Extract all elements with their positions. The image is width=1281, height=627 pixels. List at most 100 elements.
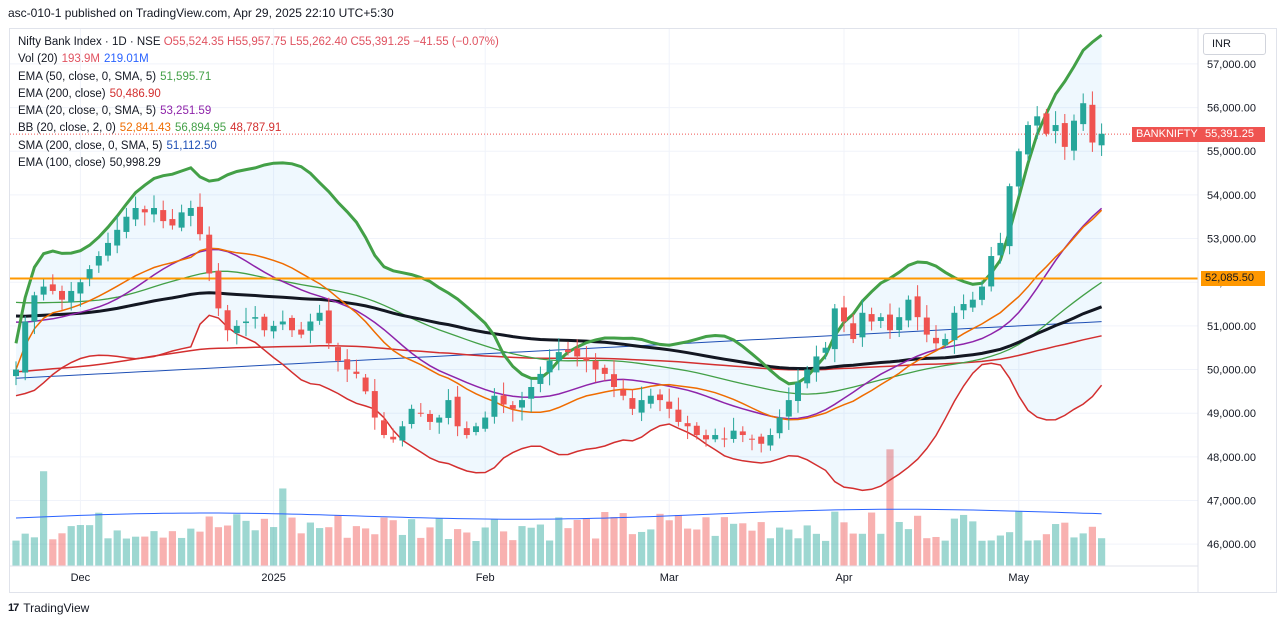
volume-bar: [831, 511, 839, 566]
indicator-label: BB (20, close, 2, 0): [18, 122, 116, 135]
candle-body: [528, 387, 535, 399]
candle-body: [436, 417, 443, 423]
candle-body: [739, 431, 746, 436]
volume-bar: [233, 514, 241, 566]
volume-bar: [840, 522, 848, 566]
currency-button[interactable]: INR: [1203, 33, 1266, 55]
candle-body: [758, 436, 765, 444]
candle-body: [914, 296, 921, 318]
volume-bar: [509, 540, 517, 566]
candle-body: [749, 438, 755, 440]
volume-bar: [362, 528, 370, 566]
candle-body: [555, 352, 562, 361]
volume-bar: [297, 533, 305, 566]
volume-bar: [730, 523, 738, 566]
candle-body: [390, 436, 397, 440]
volume-bar: [895, 521, 903, 566]
symbol-price-tag: BANKNIFTY: [1132, 126, 1202, 142]
candle-body: [353, 371, 360, 374]
candle-body: [1006, 186, 1013, 247]
price-tick-label: 49,000.00: [1207, 408, 1256, 420]
candle-body: [666, 401, 673, 409]
candle-body: [252, 317, 259, 319]
candle-body: [877, 317, 884, 321]
candle-body: [114, 229, 121, 246]
candle-body: [371, 391, 378, 418]
volume-bar: [21, 533, 29, 566]
candle-body: [399, 426, 406, 441]
publish-info: asc-010-1 published on TradingView.com, …: [8, 6, 394, 20]
candle-body: [463, 428, 470, 436]
candle-body: [123, 216, 130, 232]
volume-bar: [766, 538, 774, 566]
volume-bar: [527, 527, 535, 566]
tradingview-footer[interactable]: 17 TradingView: [8, 601, 89, 615]
volume-bar: [960, 514, 968, 566]
candle-body: [141, 209, 148, 213]
legend-indicator-row: SMA (200, close, 0, SMA, 5) 51,112.50: [18, 138, 499, 155]
volume-bar: [288, 517, 296, 566]
candle-body: [105, 242, 111, 256]
volume-bar: [242, 520, 250, 566]
volume-bar: [619, 513, 627, 566]
candle-body: [1071, 120, 1077, 151]
volume-bar: [757, 522, 765, 566]
volume-bar: [168, 531, 176, 566]
volume-bar: [426, 527, 434, 566]
indicator-label: SMA (200, close, 0, SMA, 5): [18, 139, 163, 152]
volume-bar: [67, 526, 75, 566]
time-axis: Dec 2025 Feb Mar Apr May: [10, 565, 1198, 584]
candle-body: [417, 412, 424, 414]
candle-body: [13, 369, 19, 377]
candle-body: [31, 295, 38, 322]
volume-bar: [904, 529, 912, 566]
volume-bar: [1061, 522, 1069, 566]
candle-body: [1080, 103, 1087, 125]
indicator-value: 48,787.91: [230, 122, 282, 135]
ohlc-high: H55,957.75: [227, 36, 287, 48]
volume-bar: [518, 526, 526, 566]
volume-layer: [12, 449, 1106, 566]
volume-bar: [159, 537, 167, 566]
volume-bar: [104, 538, 112, 566]
ohlc-low: L55,262.40: [289, 36, 348, 48]
legend-symbol-row: Nifty Bank Index · 1D · NSE O55,524.35 H…: [18, 34, 499, 51]
volume-bar: [776, 527, 784, 566]
volume-bar: [647, 529, 655, 566]
volume-bar: [996, 535, 1004, 566]
volume-bar: [564, 528, 572, 566]
volume-bar: [76, 525, 84, 566]
candle-body: [1025, 125, 1031, 155]
candle-body: [344, 359, 351, 370]
volume-bar: [260, 518, 268, 566]
indicator-label: EMA (50, close, 0, SMA, 5): [18, 70, 157, 83]
candle-body: [197, 206, 203, 235]
candle-body: [1098, 133, 1105, 146]
candle-body: [951, 312, 958, 341]
chart-frame[interactable]: [9, 28, 1277, 593]
candle-body: [933, 337, 939, 344]
volume-bar: [352, 526, 360, 566]
volume-bar: [1033, 540, 1041, 566]
legend-indicator-row: BB (20, close, 2, 0) 52,841.43 56,894.95 48…: [18, 120, 499, 137]
candle-body: [693, 425, 700, 436]
price-tick-label: 55,000.00: [1207, 146, 1256, 158]
candle-body: [776, 417, 783, 434]
price-axis: 46,000.00 47,000.00 48,000.00 49,000.00 50,0…: [1197, 29, 1256, 593]
candle-body: [795, 382, 801, 402]
indicator-value: 50,998.29: [109, 157, 161, 170]
volume-bar: [40, 471, 48, 566]
volume-bar: [546, 540, 554, 566]
ohlc-close: C55,391.25: [350, 36, 410, 48]
candle-body: [279, 321, 286, 325]
volume-bar: [1006, 532, 1014, 566]
chart-legend: Nifty Bank Index · 1D · NSE O55,524.35 H…: [18, 34, 499, 172]
candle-body: [500, 395, 507, 405]
candle-body: [831, 308, 838, 350]
candle-body: [224, 310, 231, 331]
volume-bar: [555, 517, 563, 566]
candle-body: [887, 314, 893, 331]
volume-bar: [214, 527, 222, 566]
volume-bar: [978, 540, 986, 566]
